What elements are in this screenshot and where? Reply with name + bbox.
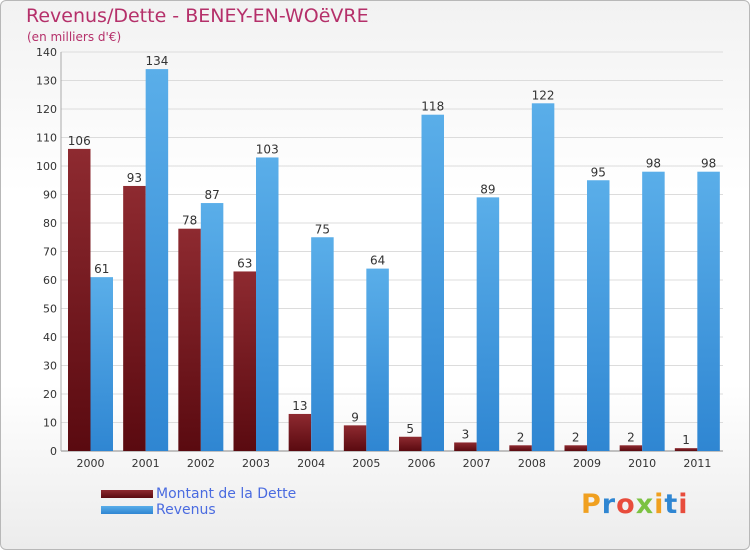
y-tick-label: 70	[43, 246, 57, 259]
bar-debt	[564, 445, 587, 451]
bar-revenue	[476, 197, 500, 451]
data-label-revenue: 98	[646, 157, 661, 171]
bar-revenue	[311, 237, 334, 451]
y-axis-ticks: 0 10 20 30 40 50 60 70 80 90 100 110 120 130 140	[36, 46, 57, 458]
legend-swatch-revenue	[101, 506, 153, 514]
bar-debt	[123, 185, 146, 451]
y-tick-label: 120	[36, 103, 57, 116]
x-tick-label: 2006	[408, 457, 436, 470]
y-tick-label: 130	[36, 75, 57, 88]
x-tick-label: 2002	[187, 457, 215, 470]
bar-revenue	[366, 268, 389, 451]
data-label-revenue: 98	[701, 157, 716, 171]
x-axis-ticks: 2000 2001 2002 2003 2004 2005 2006 2007 2008 2009…	[77, 457, 712, 470]
logo-letter: i	[678, 489, 689, 520]
chart-title: Revenus/Dette - BENEY-EN-WOëVRE	[26, 5, 369, 27]
bar-debt	[674, 448, 698, 451]
y-tick-label: 50	[43, 303, 57, 316]
bar-revenue	[642, 171, 665, 451]
bar-debt	[233, 271, 256, 451]
x-tick-label: 2010	[628, 457, 656, 470]
y-tick-label: 40	[43, 331, 57, 344]
bar-debt	[178, 228, 201, 451]
legend-label-revenue: Revenus	[156, 502, 216, 518]
bar-revenue	[531, 103, 555, 452]
bar-debt	[509, 445, 532, 451]
bar-debt	[343, 425, 367, 451]
y-tick-label: 140	[36, 46, 57, 59]
y-tick-label: 80	[43, 217, 57, 230]
bar-revenue	[697, 171, 720, 451]
bars: 106 61 93 134 78 87 63 103 13 75 9 64 5 118 3 89 2 122 2 95…	[68, 54, 720, 452]
bar-revenue	[200, 203, 224, 451]
y-tick-label: 90	[43, 189, 57, 202]
bar-revenue	[90, 277, 113, 451]
x-tick-label: 2009	[573, 457, 601, 470]
grid-lines	[60, 51, 723, 452]
y-tick-label: 60	[43, 274, 57, 287]
data-label-revenue: 118	[421, 100, 444, 114]
y-tick-label: 110	[36, 132, 57, 145]
logo-letter: r	[601, 489, 617, 520]
proxiti-logo: Proxiti	[581, 489, 689, 520]
data-label-revenue: 61	[94, 262, 109, 276]
bar-debt	[68, 148, 91, 451]
data-label-revenue: 95	[591, 165, 606, 179]
x-tick-label: 2008	[518, 457, 546, 470]
legend-swatch-debt	[101, 490, 153, 498]
x-tick-label: 2000	[77, 457, 105, 470]
legend-label-debt: Montant de la Dette	[156, 486, 297, 502]
data-label-debt: 3	[462, 427, 470, 441]
y-tick-label: 100	[36, 160, 57, 173]
x-tick-label: 2004	[297, 457, 325, 470]
data-label-revenue: 64	[370, 254, 385, 268]
data-label-revenue: 103	[256, 142, 279, 156]
x-tick-label: 2001	[132, 457, 160, 470]
x-tick-label: 2011	[683, 457, 711, 470]
logo-letter: i	[654, 489, 665, 520]
data-label-debt: 2	[572, 430, 580, 444]
x-tick-label: 2005	[352, 457, 380, 470]
chart-subtitle: (en milliers d'€)	[27, 30, 122, 44]
data-label-debt: 5	[406, 422, 414, 436]
bar-revenue	[145, 69, 169, 451]
y-tick-label: 10	[43, 417, 57, 430]
logo-letter: P	[581, 489, 602, 520]
data-label-debt: 63	[237, 256, 252, 270]
bar-revenue	[421, 114, 444, 451]
data-label-debt: 1	[682, 433, 690, 447]
data-label-revenue: 75	[315, 222, 330, 236]
data-label-revenue: 87	[204, 188, 219, 202]
data-label-revenue: 89	[480, 182, 495, 196]
data-label-revenue: 134	[145, 54, 168, 68]
data-label-debt: 78	[182, 214, 197, 228]
bar-debt	[619, 445, 643, 451]
data-label-debt: 2	[517, 430, 525, 444]
y-tick-label: 30	[43, 360, 57, 373]
data-label-debt: 13	[292, 399, 307, 413]
logo-letter: o	[616, 489, 636, 520]
bar-debt	[288, 413, 312, 451]
y-tick-label: 20	[43, 388, 57, 401]
data-label-revenue: 122	[532, 88, 555, 102]
logo-letter: t	[664, 489, 679, 520]
y-tick-label: 0	[50, 445, 57, 458]
bar-revenue	[256, 157, 279, 451]
bar-debt	[454, 442, 477, 451]
data-label-debt: 2	[627, 430, 635, 444]
x-tick-label: 2007	[463, 457, 491, 470]
data-label-debt: 93	[127, 171, 142, 185]
data-label-debt: 9	[351, 410, 359, 424]
bar-revenue	[587, 180, 610, 451]
data-label-debt: 106	[68, 134, 91, 148]
x-tick-label: 2003	[242, 457, 270, 470]
bar-debt	[399, 436, 422, 451]
logo-letter: x	[635, 489, 655, 520]
